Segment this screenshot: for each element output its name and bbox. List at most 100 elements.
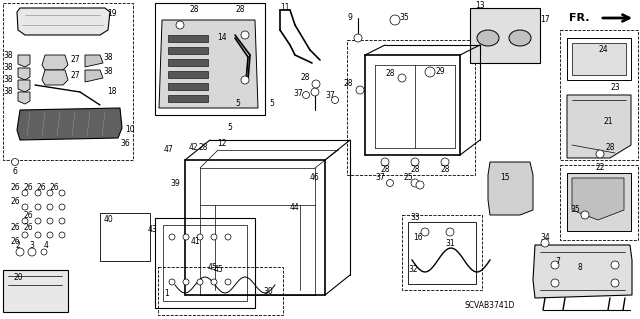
Text: 22: 22 (595, 164, 605, 173)
Text: 28: 28 (380, 166, 390, 174)
Text: 26: 26 (10, 197, 20, 206)
Text: 43: 43 (147, 226, 157, 234)
Text: 21: 21 (604, 117, 612, 127)
Text: 36: 36 (120, 138, 130, 147)
Polygon shape (533, 245, 632, 298)
Bar (402, 215, 482, 290)
Text: 33: 33 (410, 213, 420, 222)
Circle shape (169, 234, 175, 240)
Bar (567, 173, 631, 231)
Circle shape (211, 279, 217, 285)
Circle shape (183, 234, 189, 240)
Circle shape (311, 88, 319, 96)
Circle shape (22, 232, 28, 238)
Text: 28: 28 (300, 73, 310, 83)
Text: 3: 3 (29, 241, 35, 249)
Polygon shape (18, 68, 30, 80)
Bar (168, 83, 208, 90)
Text: 28: 28 (189, 5, 199, 14)
Text: 28: 28 (605, 144, 615, 152)
Text: 10: 10 (125, 125, 135, 135)
Text: 26: 26 (10, 238, 20, 247)
Text: 28: 28 (440, 166, 450, 174)
Text: 26: 26 (23, 211, 33, 219)
Text: 18: 18 (108, 87, 116, 97)
Bar (155, 3, 265, 115)
Text: 26: 26 (23, 183, 33, 192)
Text: 25: 25 (403, 174, 413, 182)
Polygon shape (159, 20, 258, 108)
Circle shape (303, 92, 310, 99)
Circle shape (581, 211, 589, 219)
Text: 38: 38 (3, 76, 13, 85)
Circle shape (596, 150, 604, 158)
Circle shape (41, 249, 47, 255)
Polygon shape (85, 55, 103, 67)
Text: 38: 38 (3, 50, 13, 60)
Text: 38: 38 (3, 87, 13, 97)
Bar (158, 267, 283, 315)
Text: 15: 15 (500, 174, 510, 182)
Circle shape (332, 97, 339, 103)
Circle shape (22, 190, 28, 196)
Text: 13: 13 (475, 2, 485, 11)
Text: 42: 42 (188, 144, 198, 152)
Text: 35: 35 (570, 205, 580, 214)
Text: 27: 27 (70, 56, 80, 64)
Polygon shape (572, 178, 624, 220)
Text: 38: 38 (103, 68, 113, 77)
Circle shape (356, 86, 364, 94)
Circle shape (381, 158, 389, 166)
Bar (470, 8, 540, 63)
Bar (163, 225, 247, 301)
Bar (560, 165, 638, 240)
Polygon shape (567, 95, 631, 158)
Text: 26: 26 (10, 224, 20, 233)
Text: 5: 5 (236, 99, 241, 108)
Text: 34: 34 (540, 233, 550, 241)
Text: 14: 14 (217, 33, 227, 42)
Text: FR.: FR. (570, 13, 590, 23)
Text: 12: 12 (217, 138, 227, 147)
Circle shape (416, 181, 424, 189)
Circle shape (312, 80, 320, 88)
Bar (168, 71, 208, 78)
Text: 46: 46 (310, 174, 320, 182)
Bar (3, 270, 68, 312)
Circle shape (387, 180, 394, 187)
Circle shape (59, 204, 65, 210)
Circle shape (16, 248, 24, 256)
Circle shape (411, 179, 419, 187)
Text: 45: 45 (208, 263, 218, 271)
Circle shape (398, 74, 406, 82)
Text: 28: 28 (410, 166, 420, 174)
Circle shape (35, 204, 41, 210)
Polygon shape (17, 8, 110, 35)
Circle shape (446, 228, 454, 236)
Text: 30: 30 (263, 287, 273, 296)
Text: 35: 35 (399, 13, 409, 23)
Bar (100, 213, 150, 261)
Circle shape (47, 190, 53, 196)
Text: 26: 26 (36, 183, 46, 192)
Polygon shape (18, 80, 30, 92)
Polygon shape (85, 70, 103, 82)
Bar (347, 40, 475, 175)
Text: 38: 38 (103, 54, 113, 63)
Polygon shape (17, 108, 122, 140)
Circle shape (59, 232, 65, 238)
Circle shape (47, 218, 53, 224)
Bar (168, 35, 208, 42)
Circle shape (551, 261, 559, 269)
Text: 39: 39 (170, 179, 180, 188)
Text: 44: 44 (290, 204, 300, 212)
Ellipse shape (477, 30, 499, 46)
Text: 29: 29 (435, 68, 445, 77)
Text: 32: 32 (408, 265, 418, 275)
Circle shape (22, 218, 28, 224)
Text: 28: 28 (198, 144, 208, 152)
Circle shape (390, 15, 400, 25)
Text: 6: 6 (13, 167, 17, 176)
Text: 8: 8 (578, 263, 582, 272)
Text: 5: 5 (228, 123, 232, 132)
